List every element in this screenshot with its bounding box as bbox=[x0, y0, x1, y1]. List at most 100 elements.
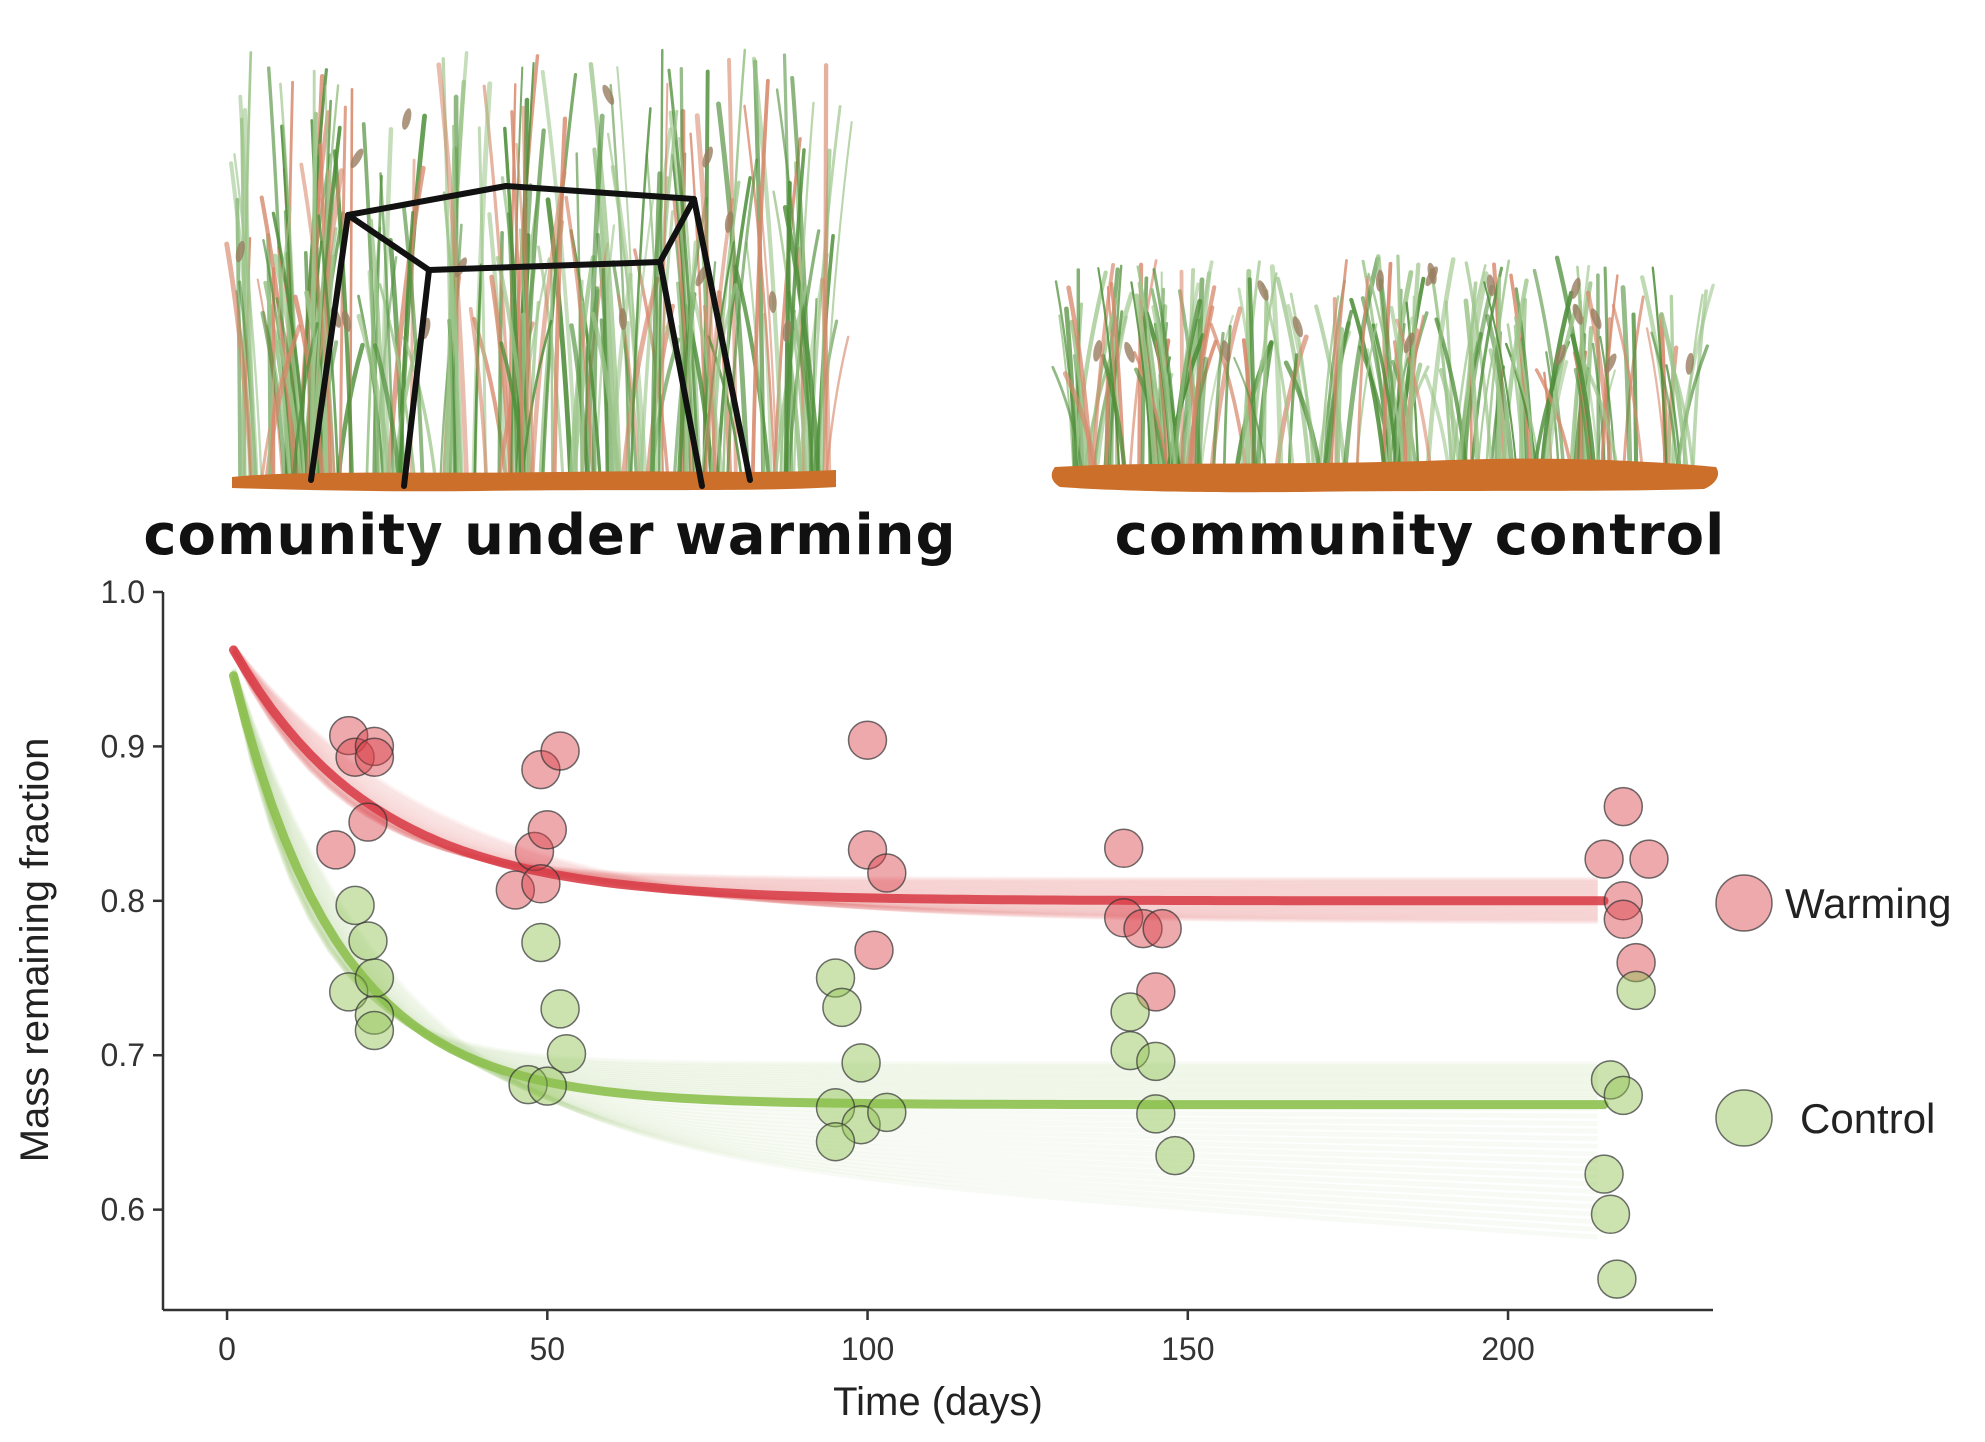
fit-sample-curve bbox=[231, 646, 1598, 917]
grass-blade bbox=[550, 264, 554, 478]
grass-blade bbox=[715, 176, 752, 478]
grass-blade bbox=[621, 276, 660, 479]
point-warming bbox=[867, 853, 907, 893]
grass-blade bbox=[1381, 261, 1393, 468]
grass-blade bbox=[564, 195, 595, 478]
fit-sample-curve bbox=[231, 649, 1598, 898]
grass-blade bbox=[1151, 304, 1175, 469]
point-control bbox=[822, 987, 862, 1028]
y-tick-label: 1.0 bbox=[101, 574, 145, 610]
point-warming bbox=[354, 726, 395, 767]
grass-blade bbox=[725, 158, 759, 478]
point-warming bbox=[354, 737, 395, 777]
grass-blade bbox=[1501, 278, 1529, 469]
fit-bands bbox=[229, 644, 1609, 1240]
grass-blade bbox=[1356, 275, 1370, 468]
seed-head bbox=[724, 211, 734, 233]
seed-head bbox=[1403, 332, 1415, 354]
grass-blade bbox=[1483, 281, 1518, 468]
grass-blade bbox=[1335, 326, 1345, 469]
grass-blade bbox=[1072, 270, 1108, 469]
point-control bbox=[348, 921, 388, 961]
point-control bbox=[521, 922, 561, 963]
seed-head bbox=[1685, 352, 1694, 375]
legend-label-control: Control bbox=[1800, 1095, 1935, 1142]
grass-blade bbox=[1173, 282, 1200, 468]
point-control bbox=[354, 995, 395, 1035]
grass-blade bbox=[1200, 314, 1234, 468]
fit-sample-curve bbox=[231, 680, 1598, 1071]
point-warming bbox=[1603, 899, 1644, 940]
fit-sample-curve bbox=[231, 647, 1598, 908]
fit-sample-curve bbox=[231, 649, 1598, 894]
grass-blade bbox=[1659, 311, 1689, 469]
grass-blade bbox=[398, 210, 415, 478]
grass-blade bbox=[1134, 293, 1158, 469]
grass-blade bbox=[792, 101, 815, 478]
seed-head bbox=[1555, 344, 1566, 366]
fit-sample-curve bbox=[231, 647, 1598, 911]
grass-blade bbox=[751, 56, 785, 479]
point-control bbox=[815, 958, 856, 998]
grass-blade bbox=[1596, 273, 1601, 468]
fit-sample-curve bbox=[231, 648, 1598, 906]
grass-blade bbox=[259, 195, 297, 479]
grass-blade bbox=[716, 101, 750, 479]
grass-blade bbox=[1133, 351, 1169, 468]
point-warming bbox=[348, 802, 388, 842]
grass-blade bbox=[272, 253, 308, 479]
grass-blade bbox=[1410, 295, 1415, 468]
fit-sample-curve bbox=[231, 669, 1598, 1217]
point-warming bbox=[540, 731, 580, 771]
legend-label-warming: Warming bbox=[1785, 880, 1951, 927]
grass-blade bbox=[750, 78, 770, 478]
point-warming bbox=[514, 831, 555, 872]
grass-blade bbox=[402, 336, 437, 478]
grass-blade bbox=[1262, 289, 1269, 468]
seed-head bbox=[695, 265, 708, 287]
grass-blade bbox=[1622, 295, 1645, 468]
warming-community-illustration: comunity under warming bbox=[143, 48, 956, 568]
grass-blade bbox=[626, 192, 655, 478]
grass-blade bbox=[1620, 285, 1633, 469]
grass-blade bbox=[1097, 267, 1121, 468]
point-warming bbox=[527, 810, 568, 850]
fit-line-warming bbox=[229, 645, 1609, 906]
point-warming bbox=[1603, 786, 1644, 827]
point-control bbox=[1590, 1060, 1631, 1100]
x-tick-label: 100 bbox=[841, 1331, 894, 1367]
grass-blade bbox=[260, 310, 288, 479]
grass-blade bbox=[545, 197, 574, 479]
grass-blade bbox=[1463, 298, 1481, 469]
point-control bbox=[1155, 1135, 1195, 1176]
fit-sample-curve bbox=[231, 649, 1598, 897]
fit-sample-curve bbox=[231, 647, 1598, 912]
grass-blade bbox=[1091, 263, 1115, 468]
legend-swatch-control bbox=[1715, 1089, 1773, 1147]
grass-blade bbox=[782, 205, 822, 479]
seed-head bbox=[1292, 316, 1303, 338]
grass-blade bbox=[1676, 283, 1715, 468]
grass-blade bbox=[1058, 314, 1075, 468]
grass-blade bbox=[1286, 303, 1317, 468]
fit-sample-curve bbox=[231, 647, 1598, 909]
grass-blade bbox=[1464, 261, 1493, 468]
grass-blade bbox=[591, 286, 599, 478]
y-ticks: 0.6 0.7 0.8 0.9 1.0 bbox=[101, 574, 163, 1228]
warming-community-label: comunity under warming bbox=[143, 503, 956, 568]
fit-sample-curve bbox=[231, 668, 1598, 1232]
fit-sample-curve bbox=[231, 646, 1598, 919]
grass-blade bbox=[1488, 348, 1511, 469]
grass-blade bbox=[1062, 371, 1098, 469]
point-warming bbox=[521, 864, 561, 904]
grass-blade bbox=[1179, 269, 1185, 468]
grass-blade bbox=[304, 290, 331, 479]
grass-blade bbox=[378, 282, 416, 478]
point-control bbox=[1590, 1194, 1631, 1235]
fit-sample-curve bbox=[231, 650, 1598, 890]
grass-blade bbox=[820, 277, 832, 479]
grass-blade bbox=[1532, 268, 1566, 468]
grass-blade bbox=[1425, 257, 1456, 469]
grass-blade bbox=[629, 107, 652, 478]
grass-blade bbox=[1395, 318, 1432, 468]
